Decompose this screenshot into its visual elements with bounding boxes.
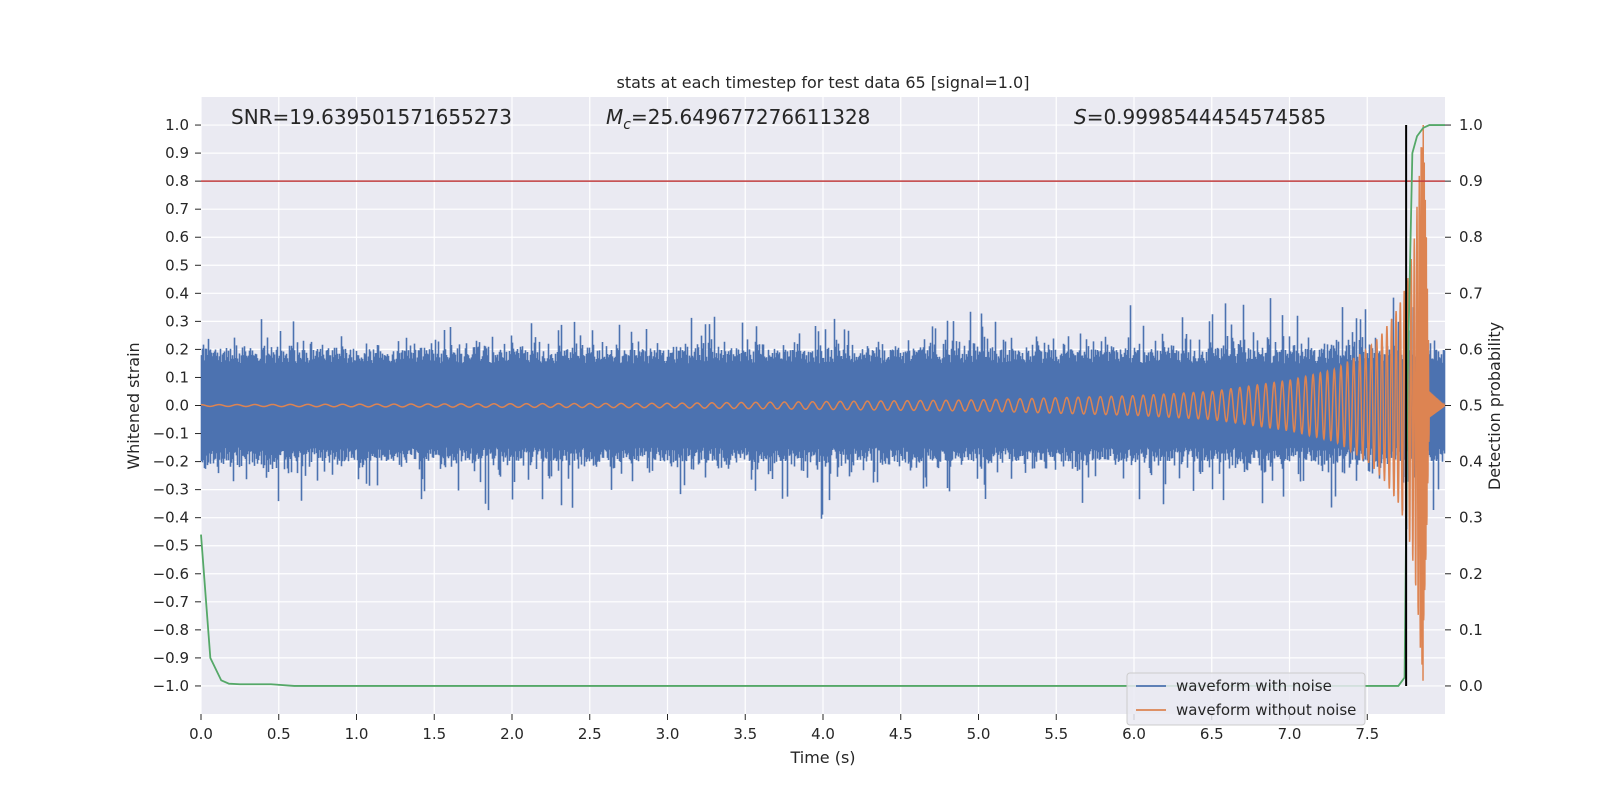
x-tick-label: 5.5 — [1044, 725, 1068, 743]
plot-area — [200, 124, 1446, 687]
x-tick-label: 2.5 — [578, 725, 602, 743]
x-tick-label: 4.0 — [811, 725, 835, 743]
chirp-mass-value: =25.649677276611328 — [631, 105, 870, 129]
y-tick-label: −0.8 — [153, 621, 189, 639]
y-tick-label: −0.6 — [153, 565, 189, 583]
y-tick-label: 0.0 — [165, 397, 189, 415]
y2-tick-label: 0.9 — [1459, 172, 1483, 190]
chart-title: stats at each timestep for test data 65 … — [617, 73, 1030, 92]
y-tick-label: −0.5 — [153, 537, 189, 555]
y-tick-label: 1.0 — [165, 116, 189, 134]
y-tick-label: −0.4 — [153, 509, 189, 527]
y2-tick-label: 0.8 — [1459, 228, 1483, 246]
y2-tick-label: 0.2 — [1459, 565, 1483, 583]
snr-annotation: SNR=19.639501571655273 — [231, 105, 512, 129]
x-tick-label: 1.0 — [345, 725, 369, 743]
score-value: =0.9998544454574585 — [1087, 105, 1326, 129]
y-tick-label: 0.4 — [165, 284, 189, 302]
y-tick-label: −0.7 — [153, 593, 189, 611]
x-tick-label: 7.0 — [1278, 725, 1302, 743]
y2-tick-label: 0.0 — [1459, 677, 1483, 695]
score-annotation: S=0.9998544454574585 — [1074, 105, 1326, 129]
x-axis-label: Time (s) — [789, 748, 855, 767]
legend-box — [1126, 672, 1366, 726]
axes: 0.0 0.5 1.0 1.5 2.0 2.5 3.0 3.5 4.0 4.5 5.0 5.5 6.0 6… — [153, 116, 1483, 743]
chirp-mass-symbol: M — [606, 105, 623, 129]
y-tick-label: 0.8 — [165, 172, 189, 190]
x-tick-label: 5.0 — [967, 725, 991, 743]
x-tick-label: 2.0 — [500, 725, 524, 743]
x-tick-label: 6.0 — [1122, 725, 1146, 743]
x-tick-label: 6.5 — [1200, 725, 1224, 743]
y-axis-label: Whitened strain — [124, 342, 143, 469]
y2-axis-label: Detection probability — [1485, 322, 1504, 490]
series-detection-probability — [200, 124, 1445, 687]
y-tick-label: 0.7 — [165, 200, 189, 218]
y-tick-label: 0.9 — [165, 144, 189, 162]
series-waveform-without-noise — [201, 125, 1446, 681]
x-tick-label: 0.5 — [267, 725, 291, 743]
legend-label-noisy: waveform with noise — [1176, 677, 1332, 695]
y2-tick-label: 0.1 — [1459, 621, 1483, 639]
x-tick-label: 1.5 — [422, 725, 446, 743]
y-tick-label: 0.5 — [165, 256, 189, 274]
y-tick-label: −0.9 — [153, 649, 189, 667]
y2-tick-label: 1.0 — [1459, 116, 1483, 134]
x-tick-label: 7.5 — [1355, 725, 1379, 743]
x-tick-label: 0.0 — [189, 725, 213, 743]
y-tick-label: −0.1 — [153, 425, 189, 443]
chirp-mass-annotation: Mc=25.649677276611328 — [606, 105, 870, 133]
x-tick-label: 3.0 — [656, 725, 680, 743]
legend-label-clean: waveform without noise — [1176, 701, 1356, 719]
y2-tick-label: 0.4 — [1459, 453, 1483, 471]
x-tick-label: 4.5 — [889, 725, 913, 743]
y-tick-label: 0.2 — [165, 340, 189, 358]
y-tick-label: 0.3 — [165, 312, 189, 330]
x-tick-label: 3.5 — [733, 725, 757, 743]
score-symbol: S — [1074, 105, 1087, 129]
legend: waveform with noise waveform without noi… — [1126, 672, 1366, 726]
y-tick-label: −1.0 — [153, 677, 189, 695]
y-tick-label: 0.1 — [165, 368, 189, 386]
y2-tick-label: 0.5 — [1459, 397, 1483, 415]
y-tick-label: −0.3 — [153, 481, 189, 499]
y2-tick-label: 0.6 — [1459, 340, 1483, 358]
y2-tick-label: 0.3 — [1459, 509, 1483, 527]
y2-tick-label: 0.7 — [1459, 284, 1483, 302]
chirp-mass-subscript: c — [623, 117, 631, 133]
y-tick-label: 0.6 — [165, 228, 189, 246]
y-tick-label: −0.2 — [153, 453, 189, 471]
